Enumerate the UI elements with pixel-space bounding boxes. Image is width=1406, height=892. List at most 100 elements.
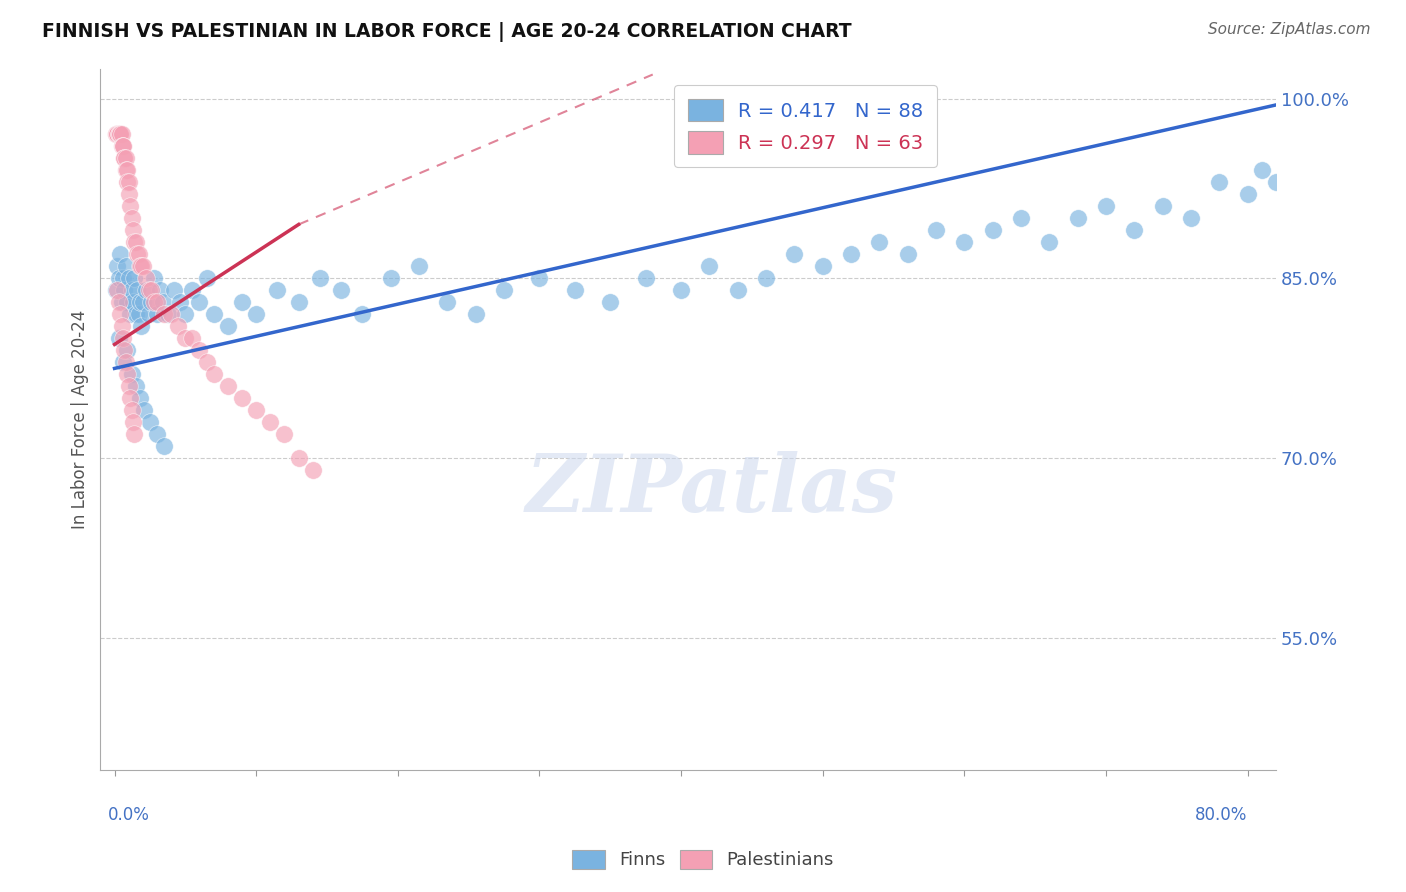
Point [897, 247, 920, 261]
Point [143, 295, 166, 310]
Point [125, 235, 148, 250]
Point [245, 403, 267, 417]
Point [117, 343, 139, 358]
Point [167, 319, 190, 334]
Point [143, 271, 166, 285]
Point [112, 152, 135, 166]
Point [112, 284, 135, 298]
Point [153, 307, 176, 321]
Point [124, 271, 146, 285]
Point [1123, 223, 1146, 237]
Point [352, 307, 374, 321]
Point [122, 223, 145, 237]
Point [188, 295, 211, 310]
Point [125, 307, 148, 321]
Point [125, 379, 148, 393]
Text: ZIPatlas: ZIPatlas [526, 450, 897, 528]
Point [111, 271, 134, 285]
Point [111, 331, 134, 345]
Point [529, 271, 551, 285]
Point [287, 295, 309, 310]
Point [117, 368, 139, 382]
Point [141, 295, 163, 310]
Point [134, 403, 156, 417]
Point [174, 331, 197, 345]
Point [811, 260, 834, 274]
Point [121, 211, 143, 226]
Point [1208, 176, 1230, 190]
Point [135, 271, 157, 285]
Point [408, 260, 430, 274]
Point [139, 416, 162, 430]
Point [120, 307, 142, 321]
Point [129, 392, 152, 406]
Point [122, 295, 145, 310]
Point [132, 260, 155, 274]
Point [132, 295, 155, 310]
Point [107, 271, 129, 285]
Point [105, 260, 128, 274]
Point [131, 319, 153, 334]
Point [564, 284, 586, 298]
Point [153, 439, 176, 453]
Point [634, 271, 657, 285]
Point [108, 128, 131, 142]
Point [120, 392, 142, 406]
Text: 80.0%: 80.0% [1195, 806, 1247, 824]
Point [669, 284, 692, 298]
Point [160, 307, 183, 321]
Point [245, 307, 267, 321]
Point [330, 284, 353, 298]
Point [107, 128, 129, 142]
Point [105, 128, 128, 142]
Point [112, 152, 135, 166]
Point [110, 295, 132, 310]
Point [1294, 163, 1316, 178]
Point [839, 247, 862, 261]
Point [163, 284, 186, 298]
Point [259, 416, 281, 430]
Point [925, 223, 948, 237]
Point [188, 343, 211, 358]
Legend: Finns, Palestinians: Finns, Palestinians [562, 841, 844, 879]
Point [117, 176, 139, 190]
Point [380, 271, 402, 285]
Point [1038, 235, 1060, 250]
Point [1066, 211, 1088, 226]
Point [118, 187, 141, 202]
Point [105, 284, 128, 298]
Point [108, 128, 131, 142]
Point [121, 284, 143, 298]
Point [146, 427, 169, 442]
Point [287, 451, 309, 466]
Point [115, 355, 138, 369]
Point [1265, 176, 1288, 190]
Legend: R = 0.417   N = 88, R = 0.297   N = 63: R = 0.417 N = 88, R = 0.297 N = 63 [673, 86, 936, 167]
Point [111, 139, 134, 153]
Point [131, 260, 153, 274]
Point [149, 284, 172, 298]
Point [953, 235, 976, 250]
Point [169, 295, 191, 310]
Point [1010, 211, 1032, 226]
Point [128, 307, 150, 321]
Point [121, 368, 143, 382]
Point [104, 284, 127, 298]
Point [1180, 211, 1202, 226]
Point [217, 319, 239, 334]
Point [1250, 163, 1272, 178]
Point [464, 307, 486, 321]
Point [755, 271, 778, 285]
Point [104, 128, 127, 142]
Point [108, 307, 131, 321]
Point [436, 295, 458, 310]
Y-axis label: In Labor Force | Age 20-24: In Labor Force | Age 20-24 [72, 310, 89, 529]
Point [107, 128, 129, 142]
Point [138, 307, 160, 321]
Point [1308, 139, 1330, 153]
Point [127, 284, 149, 298]
Point [111, 139, 134, 153]
Point [110, 139, 132, 153]
Point [129, 295, 152, 310]
Point [118, 379, 141, 393]
